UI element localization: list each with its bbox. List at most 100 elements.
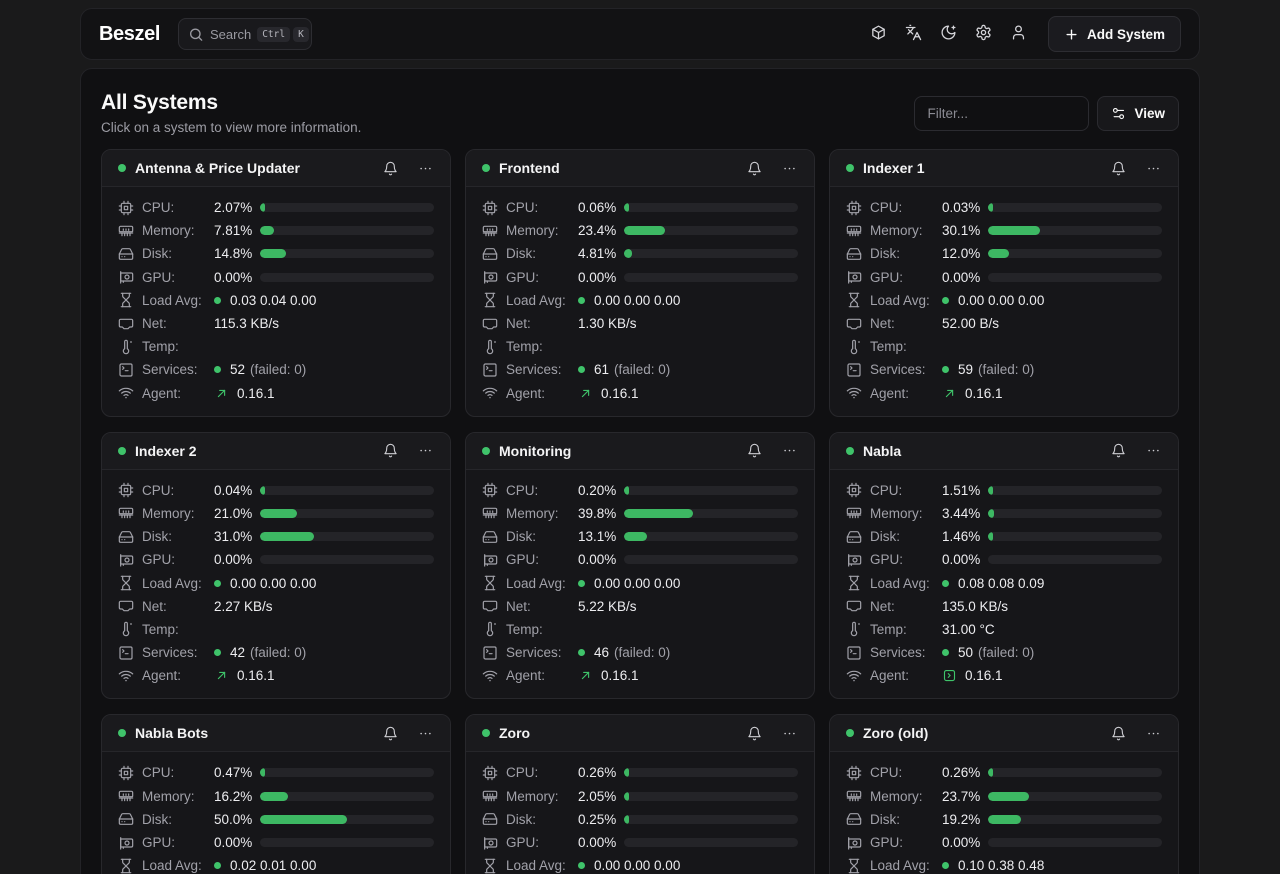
add-system-button[interactable]: Add System (1047, 16, 1181, 52)
system-card[interactable]: Zoro CPU: 0.26% Memory: 2.05% Disk: 0.25% GPU: 0… (465, 714, 815, 874)
services-icon (118, 645, 134, 661)
metric-row-net: Net: 1.30 KB/s (482, 312, 798, 335)
metric-value: 0.10 0.38 0.48 (958, 858, 1045, 874)
memory-usage-bar-fill (624, 508, 694, 518)
gpu-usage-bar (988, 555, 1162, 565)
system-card-header[interactable]: Nabla Bots (102, 715, 450, 753)
hourglass-icon (846, 292, 862, 308)
cpu-usage-bar-fill (988, 485, 993, 495)
system-card[interactable]: Frontend CPU: 0.06% Memory: 23.4% Disk: 4.81% G… (465, 149, 815, 417)
card-menu-button[interactable] (1140, 155, 1166, 181)
system-card-header[interactable]: Nabla (830, 432, 1178, 470)
system-card-header[interactable]: Zoro (old) (830, 715, 1178, 753)
services-status-dot (942, 649, 949, 657)
theme-toggle-button[interactable] (935, 20, 963, 48)
metric-value-area: 23.4% (578, 223, 798, 238)
alerts-bell-button[interactable] (1105, 438, 1131, 464)
view-button[interactable]: View (1097, 95, 1179, 131)
system-card-header[interactable]: Antenna & Price Updater (102, 150, 450, 187)
agent-version: 0.16.1 (601, 385, 639, 401)
metric-value: 31.0% (214, 529, 253, 545)
package-button[interactable] (865, 20, 893, 48)
system-card[interactable]: Monitoring CPU: 0.20% Memory: 39.8% Disk: 13.1… (465, 431, 815, 700)
metric-value-area: 0.00 0.00 0.00 (942, 293, 1162, 308)
metric-row-temp: Temp: (118, 618, 434, 641)
memory-usage-bar-fill (988, 508, 994, 518)
system-card-header[interactable]: Monitoring (466, 432, 814, 470)
cpu-usage-bar (624, 768, 798, 778)
system-metrics: CPU: 0.20% Memory: 39.8% Disk: 13.1% GPU: 0.00%… (466, 470, 814, 699)
metric-value-area: 2.27 KB/s (214, 599, 434, 614)
card-menu-button[interactable] (1140, 438, 1166, 464)
card-menu-button[interactable] (412, 720, 438, 746)
alerts-bell-button[interactable] (377, 720, 403, 746)
card-menu-button[interactable] (412, 155, 438, 181)
disk-usage-bar-fill (988, 532, 993, 542)
disk-usage-bar-fill (988, 814, 1022, 824)
metric-value-area: 0.26% (942, 765, 1162, 780)
disk-usage-bar-fill (260, 249, 286, 259)
system-card-header[interactable]: Indexer 2 (102, 432, 450, 470)
metric-value-area: 4.81% (578, 246, 798, 261)
metric-label: Load Avg: (142, 575, 202, 591)
language-button[interactable] (900, 20, 928, 48)
metric-label: Disk: (870, 246, 900, 262)
hourglass-icon (482, 858, 498, 874)
memory-icon (482, 505, 498, 521)
brand-logo[interactable]: Beszel (99, 22, 160, 45)
cpu-usage-bar-fill (624, 768, 629, 778)
alerts-bell-button[interactable] (1105, 720, 1131, 746)
system-card[interactable]: Nabla CPU: 1.51% Memory: 3.44% Disk: 1.46% GPU:… (829, 431, 1179, 700)
metric-row-agent: Agent: 0.16.1 (118, 382, 434, 405)
ellipsis-icon (1146, 443, 1161, 458)
alerts-bell-button[interactable] (741, 155, 767, 181)
thermometer-icon (482, 621, 498, 637)
filter-input[interactable] (914, 95, 1090, 131)
metric-row-agent: Agent: 0.16.1 (118, 664, 434, 687)
metric-value: 0.25% (578, 811, 617, 827)
search-button[interactable]: Search Ctrl K (177, 18, 312, 50)
alerts-bell-button[interactable] (377, 438, 403, 464)
user-menu-button[interactable] (1005, 20, 1033, 48)
network-icon (846, 598, 862, 614)
alerts-bell-button[interactable] (1105, 155, 1131, 181)
system-card[interactable]: Indexer 2 CPU: 0.04% Memory: 21.0% Disk: 31.0%… (101, 431, 451, 700)
system-card[interactable]: Indexer 1 CPU: 0.03% Memory: 30.1% Disk: 12.0%… (829, 149, 1179, 417)
card-menu-button[interactable] (1140, 720, 1166, 746)
card-menu-button[interactable] (776, 720, 802, 746)
user-icon (1010, 24, 1027, 44)
system-card[interactable]: Antenna & Price Updater CPU: 2.07% Memory: 7… (101, 149, 451, 417)
metric-row-services: Services: 50 (failed: 0) (846, 641, 1162, 664)
hourglass-icon (118, 575, 134, 591)
metric-row-temp: Temp: 31.00 °C (846, 618, 1162, 641)
system-card[interactable]: Zoro (old) CPU: 0.26% Memory: 23.7% Disk: 19.2… (829, 714, 1179, 874)
settings-button[interactable] (970, 20, 998, 48)
network-icon (118, 598, 134, 614)
metric-row-memory: Memory: 7.81% (118, 219, 434, 242)
system-card-header[interactable]: Zoro (466, 715, 814, 753)
metric-row-services: Services: 61 (failed: 0) (482, 358, 798, 381)
alerts-bell-button[interactable] (741, 720, 767, 746)
card-menu-button[interactable] (776, 155, 802, 181)
metric-value-area: 0.00% (578, 835, 798, 850)
card-menu-button[interactable] (776, 438, 802, 464)
card-menu-button[interactable] (412, 438, 438, 464)
metric-value: 0.00% (578, 552, 617, 568)
cpu-icon (118, 200, 134, 216)
metric-row-gpu: GPU: 0.00% (482, 831, 798, 854)
metric-value-area: 0.06% (578, 200, 798, 215)
bell-icon (383, 161, 398, 176)
metric-row-agent: Agent: 0.16.1 (482, 382, 798, 405)
system-card[interactable]: Nabla Bots CPU: 0.47% Memory: 16.2% Disk: 50.0… (101, 714, 451, 874)
metric-row-services: Services: 46 (failed: 0) (482, 641, 798, 664)
ellipsis-icon (782, 443, 797, 458)
metric-value-area: 0.16.1 (942, 668, 1162, 683)
metric-label: Disk: (870, 811, 900, 827)
load-status-dot (578, 296, 585, 304)
search-icon (188, 26, 204, 42)
system-card-header[interactable]: Indexer 1 (830, 150, 1178, 187)
metric-row-disk: Disk: 31.0% (118, 525, 434, 548)
alerts-bell-button[interactable] (377, 155, 403, 181)
system-card-header[interactable]: Frontend (466, 150, 814, 187)
alerts-bell-button[interactable] (741, 438, 767, 464)
